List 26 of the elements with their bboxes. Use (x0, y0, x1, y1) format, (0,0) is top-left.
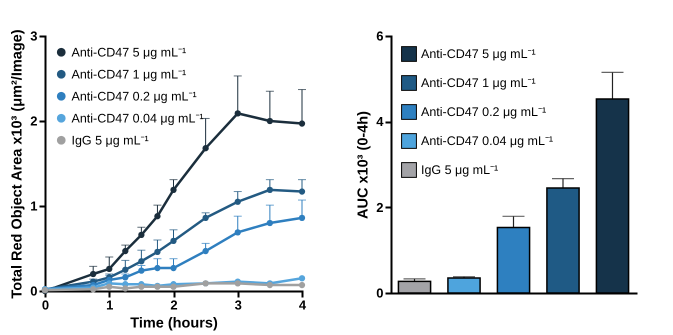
y-tick-label: 3 (30, 28, 38, 44)
y-tick-label: 0 (376, 286, 384, 300)
y-tick-label: 6 (376, 28, 384, 44)
x-tick-label: 0 (42, 298, 50, 312)
legend-label: Anti-CD47 0.2 μg mL⁻¹ (421, 105, 546, 119)
y-tick-label: 1 (30, 198, 38, 214)
y-tick-label: 2 (30, 114, 38, 128)
legend-label: IgG 5 μg mL⁻¹ (421, 163, 498, 177)
legend-label: Anti-CD47 1 μg mL⁻¹ (421, 76, 536, 90)
x-tick-label: 1 (106, 298, 114, 312)
y-axis-title: Total Red Object Area x10³ (μm²/Image) (9, 29, 26, 299)
x-tick-label: 3 (234, 298, 242, 312)
y-tick-label: 2 (376, 200, 384, 215)
legend-label: IgG 5 μg mL⁻¹ (72, 133, 149, 148)
y-axis-title: AUC x10³ (0-4h) (355, 110, 372, 219)
y-tick-label: 4 (376, 114, 384, 130)
x-tick-label: 4 (298, 298, 307, 312)
legend-label: Anti-CD47 5 μg mL⁻¹ (72, 45, 186, 60)
legend-label: Anti-CD47 5 μg mL⁻¹ (421, 47, 536, 61)
legend-label: Anti-CD47 1 μg mL⁻¹ (72, 67, 186, 82)
x-tick-label: 2 (170, 298, 178, 312)
legend-label: Anti-CD47 0.04 μg mL⁻¹ (421, 134, 554, 148)
y-tick-label: 0 (30, 284, 38, 298)
legend-label: Anti-CD47 0.2 μg mL⁻¹ (72, 89, 197, 104)
x-axis-title: Time (hours) (130, 316, 218, 332)
legend-label: Anti-CD47 0.04 μg mL⁻¹ (72, 111, 204, 126)
